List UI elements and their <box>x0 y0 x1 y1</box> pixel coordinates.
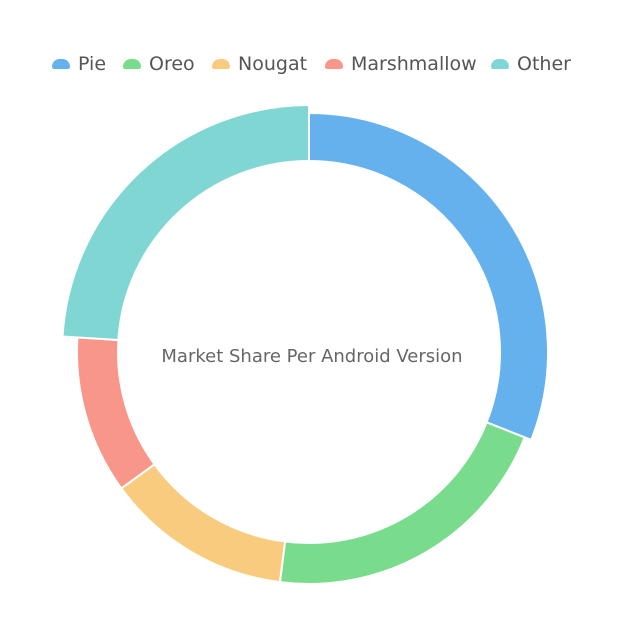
legend-label: Pie <box>78 53 107 75</box>
chart-title: Market Share Per Android Version <box>161 346 463 367</box>
legend-item-other[interactable]: Other <box>491 50 571 78</box>
legend-label: Nougat <box>238 53 308 75</box>
legend-item-nougat[interactable]: Nougat <box>212 50 307 78</box>
legend-label: Marshmallow <box>351 53 477 75</box>
slices-group <box>61 103 549 585</box>
legend-swatch-icon <box>325 59 343 69</box>
chart-legend: Pie Oreo Nougat Marshmallow Other <box>0 50 618 78</box>
legend-swatch-icon <box>491 59 509 69</box>
donut-slice-other[interactable] <box>61 103 310 342</box>
donut-slice-pie[interactable] <box>308 111 549 442</box>
legend-swatch-icon <box>52 59 70 69</box>
legend-swatch-icon <box>123 59 141 69</box>
legend-swatch-icon <box>212 59 230 69</box>
legend-item-marshmallow[interactable]: Marshmallow <box>325 50 477 78</box>
legend-label: Other <box>517 53 571 75</box>
legend-label: Oreo <box>149 53 195 75</box>
donut-slice-nougat[interactable] <box>119 462 287 584</box>
legend-item-oreo[interactable]: Oreo <box>123 50 195 78</box>
donut-slice-oreo[interactable] <box>278 421 527 585</box>
legend-item-pie[interactable]: Pie <box>52 50 106 78</box>
